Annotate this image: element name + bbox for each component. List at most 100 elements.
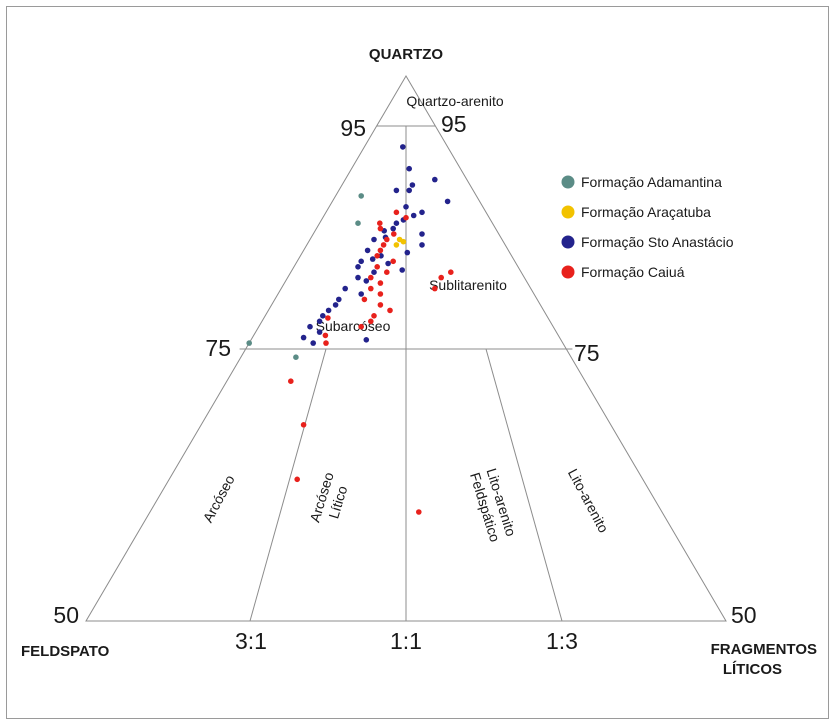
data-point-series-2-0 [400, 144, 406, 150]
data-point-series-2-22 [358, 258, 365, 265]
data-point-series-2-6 [403, 204, 409, 210]
data-point-series-2-24 [355, 264, 361, 270]
data-point-series-2-1 [406, 165, 413, 172]
data-point-series-2-3 [409, 182, 416, 188]
data-point-series-3-11 [384, 269, 390, 276]
data-point-series-2-23 [385, 260, 391, 267]
data-point-series-2-18 [364, 247, 371, 254]
data-point-series-2-38 [300, 334, 307, 341]
data-point-series-2-9 [410, 212, 417, 219]
field-lito-arenito-feldspatico: Lito-arenito Feldspático [467, 466, 519, 544]
data-point-series-2-35 [316, 318, 323, 325]
data-point-series-3-29 [416, 509, 422, 515]
data-point-series-0-1 [293, 354, 299, 361]
data-point-series-2-16 [371, 236, 377, 243]
legend-label-3: Formação Caiuá [581, 264, 685, 280]
data-points [246, 144, 454, 515]
vertex-fragmentos: FRAGMENTOS [711, 641, 817, 658]
data-point-series-2-25 [399, 267, 406, 273]
data-point-series-3-27 [300, 422, 307, 428]
data-point-series-3-20 [368, 318, 374, 325]
tick-ratio-3-1: 3:1 [235, 628, 267, 654]
legend-marker-1 [561, 205, 575, 219]
data-point-series-3-28 [294, 476, 301, 483]
field-arcoseo-litico: Arcóseo Lítico [306, 470, 350, 524]
data-point-series-2-12 [390, 225, 397, 232]
tick-75-right: 75 [574, 340, 600, 366]
field-sublitarenito: Sublitarenito [429, 277, 507, 293]
data-point-series-3-10 [374, 264, 381, 270]
tick-ratio-1-3: 1:3 [546, 628, 578, 654]
legend-label-0: Formação Adamantina [581, 174, 722, 190]
vertex-quartzo: QUARTZO [369, 46, 443, 63]
data-point-series-2-2 [432, 176, 438, 183]
data-point-series-2-39 [310, 340, 317, 346]
data-point-series-2-14 [419, 231, 425, 237]
data-point-series-2-37 [316, 329, 323, 335]
data-point-series-2-28 [363, 278, 370, 284]
data-point-series-1-2 [400, 238, 407, 245]
data-point-series-0-3 [358, 193, 365, 199]
data-point-series-3-18 [387, 307, 393, 314]
field-quartzo-arenito: Quartzo-arenito [406, 93, 503, 109]
data-point-series-3-16 [361, 296, 368, 303]
data-point-series-2-30 [358, 291, 365, 297]
data-point-series-3-8 [374, 253, 381, 259]
field-arcoseo: Arcóseo [199, 472, 237, 525]
data-point-series-2-40 [363, 337, 370, 343]
data-point-series-3-0 [393, 209, 400, 216]
data-point-series-0-0 [246, 340, 252, 346]
data-point-series-3-25 [323, 340, 329, 346]
tick-95-right: 95 [441, 111, 467, 137]
chart-frame: QUARTZO FELDSPATO FRAGMENTOS LÍTICOS 95 … [6, 6, 829, 719]
data-point-series-3-1 [403, 214, 409, 221]
legend-label-1: Formação Araçatuba [581, 204, 711, 220]
ratio-1-3-line [485, 348, 563, 622]
data-point-series-3-13 [377, 280, 384, 286]
vertex-feldspato: FELDSPATO [21, 643, 110, 660]
data-point-series-3-2 [377, 220, 383, 226]
data-point-series-2-26 [371, 269, 377, 276]
data-point-series-3-23 [438, 274, 445, 281]
tick-50-left: 50 [53, 602, 79, 628]
data-point-series-3-17 [377, 302, 384, 308]
data-point-series-3-5 [384, 236, 390, 243]
tick-50-right: 50 [731, 602, 757, 628]
data-point-series-2-8 [419, 209, 425, 216]
legend-marker-0 [561, 175, 575, 189]
data-point-series-2-19 [404, 249, 411, 256]
tick-75-left: 75 [205, 335, 231, 361]
data-point-series-2-34 [320, 313, 326, 319]
data-point-series-2-11 [393, 220, 400, 226]
data-point-series-2-33 [325, 307, 332, 314]
field-lito-arenito: Lito-arenito [565, 466, 612, 536]
data-point-series-3-15 [377, 291, 384, 297]
data-point-series-2-7 [393, 187, 400, 194]
data-point-series-2-32 [332, 302, 339, 308]
tick-ratio-1-1: 1:1 [390, 628, 422, 654]
data-point-series-2-5 [444, 198, 451, 205]
data-point-series-2-29 [342, 285, 349, 292]
data-point-series-3-31 [322, 332, 329, 339]
data-point-series-1-1 [393, 242, 400, 248]
data-point-series-3-26 [288, 378, 294, 385]
data-point-series-3-6 [380, 242, 387, 248]
legend-label-2: Formação Sto Anastácio [581, 234, 734, 250]
data-point-series-2-17 [419, 242, 425, 248]
data-point-series-3-24 [432, 285, 438, 292]
data-point-series-3-30 [325, 315, 331, 321]
data-point-series-3-14 [368, 285, 374, 292]
data-point-series-0-2 [355, 220, 361, 226]
data-point-series-2-4 [406, 187, 413, 194]
ternary-diagram: QUARTZO FELDSPATO FRAGMENTOS LÍTICOS 95 … [21, 46, 817, 678]
data-point-series-2-36 [307, 323, 313, 330]
data-point-series-2-31 [336, 296, 342, 303]
tick-95-left: 95 [340, 115, 366, 141]
legend: Formação Adamantina Formação Araçatuba For… [561, 174, 734, 280]
data-point-series-3-22 [448, 269, 454, 276]
data-point-series-2-21 [369, 256, 376, 262]
legend-marker-3 [561, 265, 575, 279]
data-point-series-3-9 [390, 258, 397, 265]
data-point-series-3-19 [371, 313, 377, 319]
data-point-series-3-12 [368, 274, 374, 281]
